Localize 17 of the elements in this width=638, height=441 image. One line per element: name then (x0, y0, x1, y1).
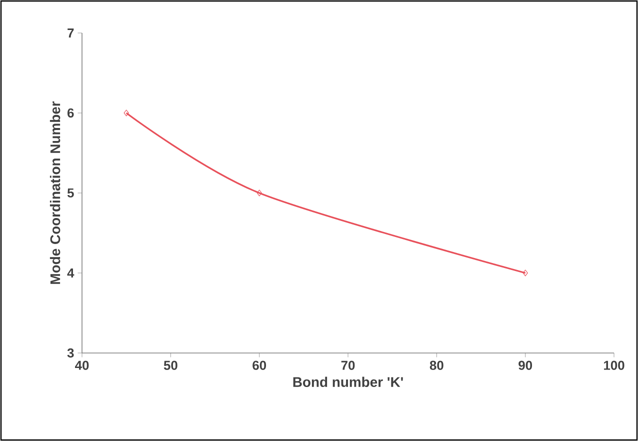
x-axis-title: Bond number 'K' (293, 376, 403, 388)
x-tick-label: 50 (164, 360, 178, 370)
point (256, 190, 262, 196)
y-tick-label: 6 (68, 108, 74, 118)
point (522, 270, 528, 276)
x-tick-label: 70 (341, 360, 355, 370)
x-tick-label: 40 (75, 360, 89, 370)
y-tick-label: 7 (68, 28, 74, 38)
y-tick-label: 4 (67, 268, 74, 278)
x-tick-label: 100 (604, 360, 624, 370)
y-tick-label: 5 (67, 188, 74, 198)
y-tick-label: 3 (67, 348, 74, 358)
y-axis-title: Mode Coordination Number (50, 101, 60, 284)
x-tick-label: 90 (518, 360, 532, 370)
point (124, 110, 129, 116)
x-tick-label: 80 (430, 360, 444, 370)
x-tick-label: 60 (252, 360, 266, 370)
